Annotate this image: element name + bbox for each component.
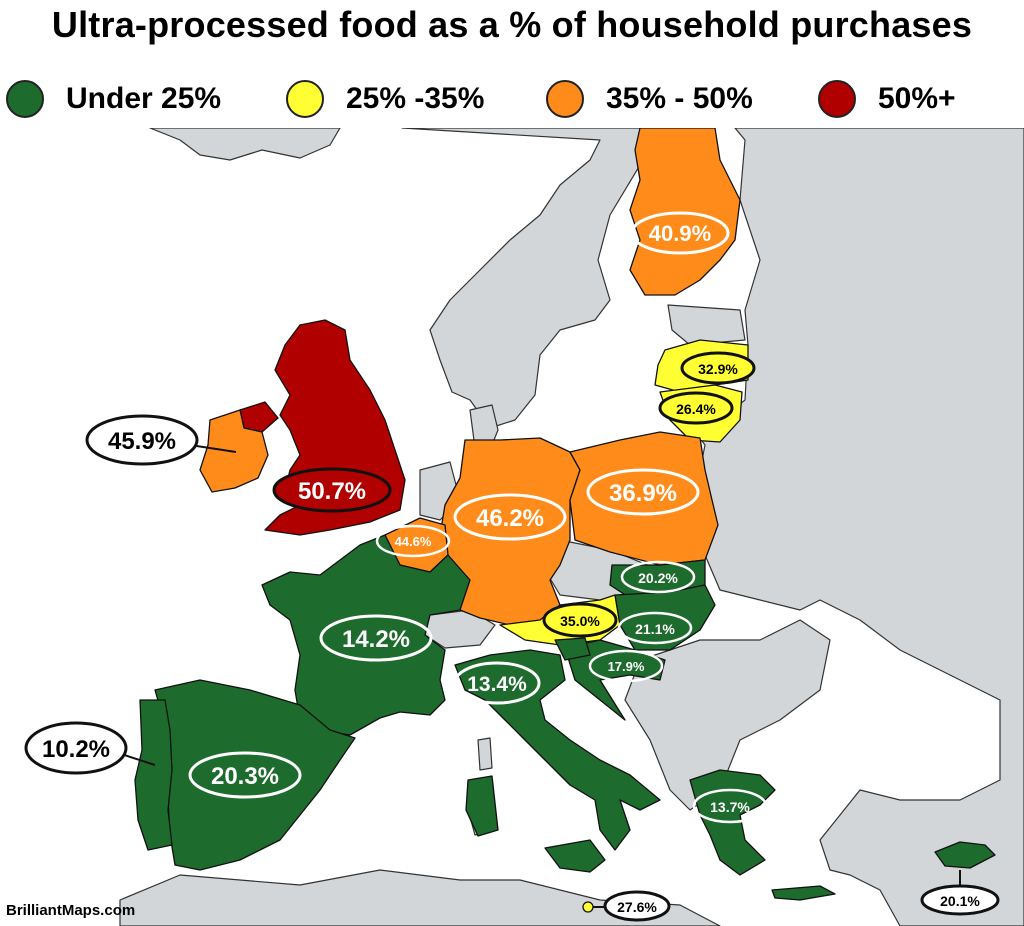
label-germany: 46.2% [453,493,567,541]
legend-item-35-50: 35% - 50% [546,76,753,122]
label-malta: 27.6% [593,890,671,922]
value-spain: 20.3% [211,763,279,790]
label-cyprus: 20.1% [920,870,1000,916]
country-malta [582,901,594,913]
value-uk: 50.7% [298,478,366,505]
value-croatia: 17.9% [608,659,645,674]
value-austria: 35.0% [560,613,600,629]
country-finland [629,128,741,296]
label-poland: 36.9% [586,468,700,516]
land-north-africa [119,869,721,926]
value-belgium: 44.6% [395,534,432,549]
label-hungary: 21.1% [617,611,693,645]
label-finland: 40.9% [630,211,730,255]
land-corsica [477,737,493,771]
legend-swatch-orange [546,80,584,118]
country-crete [771,885,836,901]
value-italy: 13.4% [467,673,527,696]
country-sardinia [465,775,499,837]
value-malta: 27.6% [617,899,657,915]
label-portugal: 10.2% [24,721,156,775]
label-lithuania: 26.4% [658,391,734,425]
land-iceland-greenland [149,128,341,161]
legend-label: 50%+ [878,82,956,115]
country-sicily [544,839,606,873]
value-ireland: 45.9% [108,428,176,455]
country-italy [454,649,661,851]
legend-label: 25% -35% [346,82,485,115]
label-austria: 35.0% [542,602,618,638]
value-cyprus: 20.1% [940,893,980,909]
legend-item-25-35: 25% -35% [286,76,484,122]
value-slovakia: 20.2% [638,570,678,586]
legend-item-50-plus: 50%+ [818,76,956,122]
label-ireland: 45.9% [85,414,237,466]
grey-land [119,128,1024,926]
country-france [261,534,471,736]
country-croatia [564,639,666,721]
label-croatia: 17.9% [588,649,664,683]
value-finland: 40.9% [649,221,711,246]
country-poland [569,431,719,566]
label-france: 14.2% [319,614,433,662]
value-portugal: 10.2% [42,736,110,763]
value-poland: 36.9% [609,480,677,507]
country-cyprus [934,841,996,869]
country-portugal [134,699,173,851]
legend-label: Under 25% [66,82,222,115]
label-latvia: 32.9% [680,351,756,385]
label-slovakia: 20.2% [620,560,696,594]
source-credit: BrilliantMaps.com [6,902,136,919]
map-title: Ultra-processed food as a % of household… [51,4,973,45]
label-italy: 13.4% [453,661,541,705]
legend-swatch-green [6,80,44,118]
value-france: 14.2% [342,626,410,653]
value-germany: 46.2% [476,505,544,532]
legend-swatch-red [818,80,856,118]
legend-swatch-yellow [286,80,324,118]
value-lithuania: 26.4% [676,401,716,417]
country-slovenia [554,637,591,661]
land-balkans [624,619,831,811]
label-greece: 13.7% [692,788,768,824]
label-uk: 50.7% [272,467,392,513]
value-latvia: 32.9% [698,361,738,377]
europe-map: 50.7% 45.9% 46.2% 44.6% 40.9% 36.9% 32.9… [0,128,1024,926]
labels: 50.7% 45.9% 46.2% 44.6% 40.9% 36.9% 32.9… [24,211,1000,922]
label-spain: 20.3% [188,751,302,799]
label-belgium: 44.6% [375,524,451,558]
legend-item-under-25: Under 25% [6,76,221,122]
value-greece: 13.7% [710,799,750,815]
legend-label: 35% - 50% [606,82,753,115]
value-hungary: 21.1% [635,621,675,637]
land-east-europe [689,128,1024,926]
